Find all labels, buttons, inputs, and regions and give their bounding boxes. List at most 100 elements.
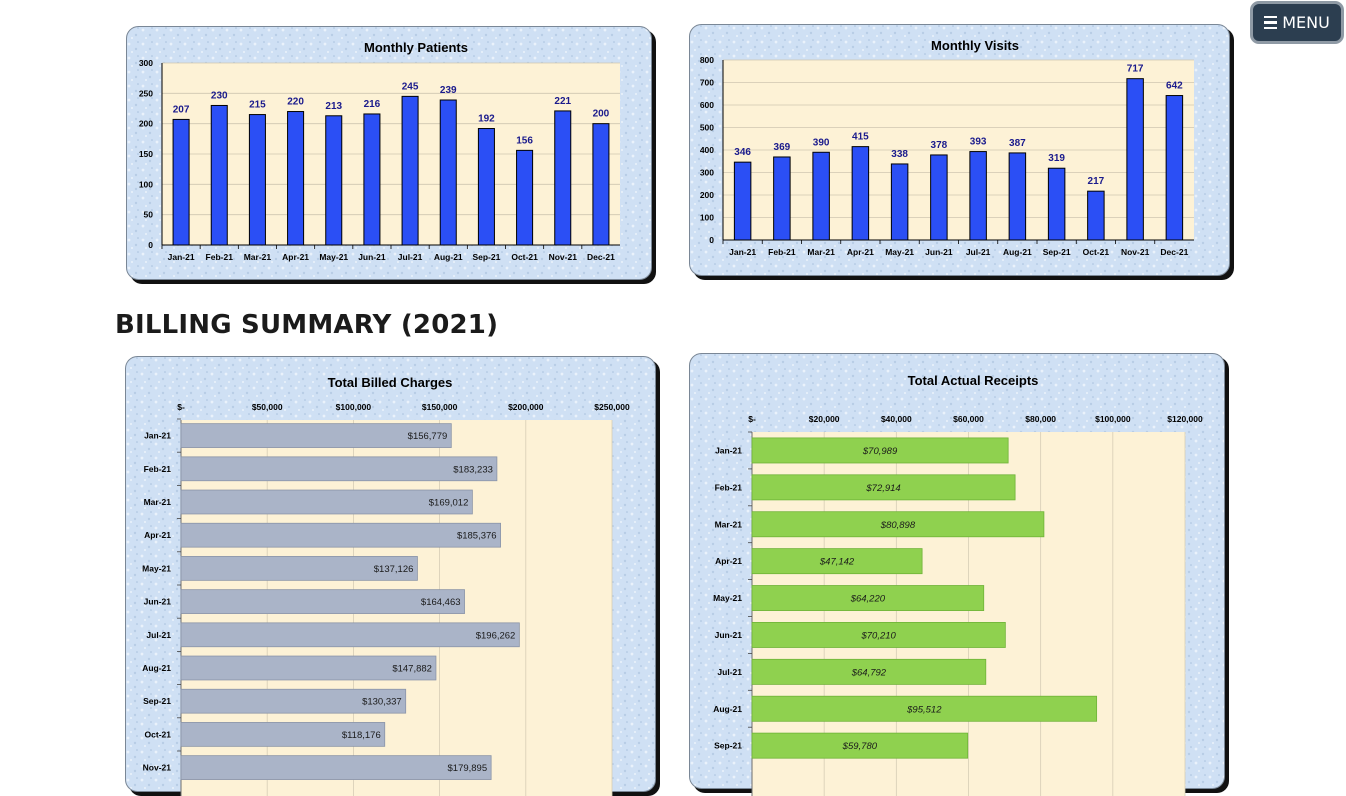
monthly-patients-value-label: 220 — [287, 97, 304, 108]
total-billed-charges-value-label: $156,779 — [408, 431, 448, 442]
monthly-visits-value-label: 415 — [852, 132, 869, 143]
monthly-visits-bar-oct-21 — [1087, 190, 1105, 241]
total-billed-charges-ytick-label: Apr-21 — [144, 530, 171, 540]
total-billed-charges-xtick-label: $250,000 — [594, 402, 630, 412]
monthly-patients-xtick-label: Apr-21 — [282, 252, 309, 262]
monthly-patients-xtick-label: Jul-21 — [398, 252, 423, 262]
monthly-visits-ytick-label: 600 — [700, 100, 714, 110]
total-billed-charges-xtick-label: $100,000 — [336, 402, 372, 412]
total-billed-charges-xtick-label: $150,000 — [422, 402, 458, 412]
monthly-visits-ytick-label: 200 — [700, 190, 714, 200]
monthly-visits-bar-feb-21 — [773, 156, 791, 241]
monthly-patients-value-label: 230 — [211, 90, 228, 101]
monthly-visits-ytick-label: 700 — [700, 78, 714, 88]
hamburger-icon — [1264, 15, 1278, 30]
monthly-patients-bar-sep-21 — [477, 128, 495, 246]
total-actual-receipts-ytick-label: Mar-21 — [715, 519, 743, 529]
monthly-patients-bar-apr-21 — [287, 111, 305, 246]
total-actual-receipts-bar-feb-21 — [751, 474, 1016, 501]
total-actual-receipts-bar-jan-21 — [751, 437, 1009, 464]
monthly-visits-bar-jul-21 — [969, 151, 987, 241]
total-actual-receipts-xtick-label: $- — [748, 414, 756, 424]
monthly-visits-xtick-label: Jun-21 — [925, 247, 953, 257]
menu-button[interactable]: MENU — [1250, 1, 1344, 44]
monthly-patients-bar-oct-21 — [516, 149, 534, 246]
total-actual-receipts-value-label: $64,792 — [851, 667, 887, 678]
total-actual-receipts-ytick-label: Aug-21 — [713, 704, 742, 714]
monthly-patients-ytick-label: 250 — [139, 88, 153, 98]
total-billed-charges-ytick-label: Jul-21 — [146, 630, 171, 640]
total-actual-receipts-xtick-label: $100,000 — [1095, 414, 1131, 424]
monthly-visits-xtick-label: Dec-21 — [1160, 247, 1188, 257]
total-actual-receipts-xtick-label: $20,000 — [809, 414, 840, 424]
total-billed-charges-ytick-label: Jan-21 — [144, 431, 171, 441]
total-actual-receipts-bar-mar-21 — [751, 511, 1045, 538]
total-billed-charges-ytick-label: Sep-21 — [143, 696, 171, 706]
total-actual-receipts-chart: Total Actual Receipts $- $20,000 $40,000 $60… — [689, 353, 1229, 796]
total-billed-charges-ytick-label: Jun-21 — [144, 597, 172, 607]
total-billed-charges-ytick-label: Nov-21 — [143, 763, 172, 773]
total-billed-charges-value-label: $183,233 — [453, 464, 493, 475]
total-actual-receipts-ytick-label: Jul-21 — [717, 667, 742, 677]
monthly-patients-xtick-label: Oct-21 — [511, 252, 538, 262]
monthly-visits-ytick-label: 400 — [700, 145, 714, 155]
monthly-visits-xtick-label: Jan-21 — [729, 247, 756, 257]
total-actual-receipts-ytick-label: Apr-21 — [715, 556, 742, 566]
monthly-visits-value-label: 387 — [1009, 138, 1026, 149]
monthly-visits-xtick-label: Nov-21 — [1121, 247, 1150, 257]
total-billed-charges-bar-mar-21 — [180, 489, 473, 515]
total-actual-receipts-value-label: $59,780 — [842, 741, 878, 752]
monthly-visits-bar-dec-21 — [1165, 95, 1184, 241]
total-actual-receipts-ytick-label: May-21 — [713, 593, 742, 603]
total-billed-charges-bar-jul-21 — [180, 622, 520, 648]
monthly-visits-value-label: 390 — [813, 137, 830, 148]
total-billed-charges-title: Total Billed Charges — [328, 375, 453, 390]
monthly-visits-value-label: 346 — [734, 147, 751, 158]
menu-button-label: MENU — [1282, 13, 1330, 32]
total-actual-receipts-xtick-label: $40,000 — [881, 414, 912, 424]
total-actual-receipts-bar-apr-21 — [751, 548, 923, 575]
total-billed-charges-bar-nov-21 — [180, 755, 492, 780]
total-billed-charges-value-label: $137,126 — [374, 564, 414, 575]
monthly-visits-value-label: 393 — [970, 137, 987, 148]
monthly-visits-chart: Monthly Visits 0 100 200 300 400 500 600 700 800 3… — [689, 24, 1234, 280]
monthly-visits-bar-aug-21 — [1008, 152, 1027, 241]
monthly-patients-value-label: 245 — [402, 81, 419, 92]
total-actual-receipts-bar-may-21 — [751, 585, 985, 611]
monthly-visits-xtick-label: Aug-21 — [1003, 247, 1032, 257]
monthly-visits-bar-nov-21 — [1126, 78, 1144, 241]
total-billed-charges-value-label: $179,895 — [448, 763, 488, 774]
monthly-patients-xtick-label: Jun-21 — [358, 252, 386, 262]
monthly-patients-xtick-label: Mar-21 — [244, 252, 272, 262]
monthly-patients-value-label: 207 — [173, 104, 190, 115]
total-billed-charges-bar-jan-21 — [180, 423, 452, 448]
total-billed-charges-ytick-label: Oct-21 — [145, 729, 172, 739]
total-actual-receipts-title: Total Actual Receipts — [908, 373, 1039, 388]
total-billed-charges-value-label: $169,012 — [429, 498, 469, 509]
monthly-visits-xtick-label: Sep-21 — [1043, 247, 1071, 257]
total-billed-charges-xtick-label: $50,000 — [252, 402, 283, 412]
monthly-patients-xtick-label: Aug-21 — [434, 252, 463, 262]
total-actual-receipts-value-label: $72,914 — [865, 483, 900, 494]
total-actual-receipts-bar-jun-21 — [751, 622, 1006, 648]
monthly-visits-bar-mar-21 — [812, 151, 830, 241]
monthly-patients-title: Monthly Patients — [364, 40, 468, 55]
total-billed-charges-bar-sep-21 — [180, 688, 407, 714]
monthly-patients-xtick-label: Sep-21 — [472, 252, 500, 262]
monthly-patients-value-label: 215 — [249, 100, 266, 111]
total-billed-charges-ytick-label: Feb-21 — [144, 464, 172, 474]
total-billed-charges-value-label: $164,463 — [421, 597, 461, 608]
total-billed-charges-value-label: $130,337 — [362, 697, 402, 708]
monthly-visits-value-label: 717 — [1127, 64, 1144, 75]
monthly-visits-xtick-label: Apr-21 — [847, 247, 874, 257]
total-billed-charges-value-label: $196,262 — [476, 630, 516, 641]
monthly-visits-ytick-label: 500 — [700, 123, 714, 133]
monthly-patients-xtick-label: Jan-21 — [168, 252, 195, 262]
monthly-patients-value-label: 221 — [554, 96, 571, 107]
monthly-patients-ytick-label: 100 — [139, 179, 153, 189]
monthly-patients-value-label: 239 — [440, 85, 457, 96]
monthly-patients-value-label: 156 — [516, 135, 533, 146]
monthly-visits-ytick-label: 800 — [700, 55, 714, 65]
monthly-visits-value-label: 319 — [1048, 153, 1065, 164]
monthly-visits-value-label: 369 — [774, 142, 791, 153]
